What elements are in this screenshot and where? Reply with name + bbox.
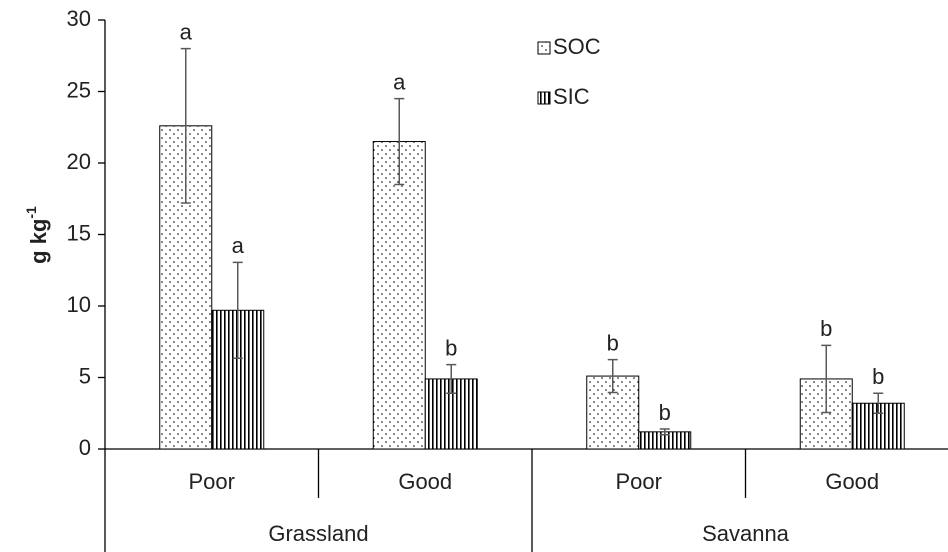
error-bar	[394, 97, 405, 186]
bar	[372, 141, 426, 450]
y-tick-label: 0	[79, 435, 91, 460]
x-tick-label: Poor	[189, 469, 235, 494]
significance-letter: a	[393, 69, 406, 94]
y-tick-label: 5	[79, 363, 91, 388]
error-bar	[607, 358, 618, 394]
y-tick-label: 20	[67, 149, 91, 174]
legend-label: SIC	[553, 84, 590, 109]
group-label: Grassland	[268, 521, 368, 546]
x-tick-label: Good	[825, 469, 879, 494]
error-bar	[232, 261, 243, 359]
significance-letter: b	[445, 335, 457, 360]
y-label-sup: -1	[23, 206, 39, 219]
y-axis-label: g kg-1	[23, 206, 51, 264]
significance-letter: b	[820, 316, 832, 341]
significance-letter: b	[872, 364, 884, 389]
error-bar	[873, 392, 884, 414]
legend-swatch	[537, 91, 551, 105]
x-tick-label: Good	[398, 469, 452, 494]
x-tick-label: Poor	[616, 469, 662, 494]
significance-letter: b	[659, 400, 671, 425]
y-tick-label: 10	[67, 292, 91, 317]
significance-letter: b	[607, 330, 619, 355]
y-tick-label: 15	[67, 220, 91, 245]
error-bar	[180, 47, 191, 204]
legend-swatch	[537, 41, 551, 55]
y-label-text: g kg	[26, 219, 51, 264]
significance-letter: a	[180, 19, 193, 44]
y-tick-label: 25	[67, 77, 91, 102]
group-label: Savanna	[702, 521, 790, 546]
error-bar	[659, 428, 670, 436]
legend-label: SOC	[553, 34, 601, 59]
y-tick-label: 30	[67, 6, 91, 31]
significance-letter: a	[232, 233, 245, 258]
error-bar	[821, 344, 832, 414]
error-bar	[446, 363, 457, 394]
